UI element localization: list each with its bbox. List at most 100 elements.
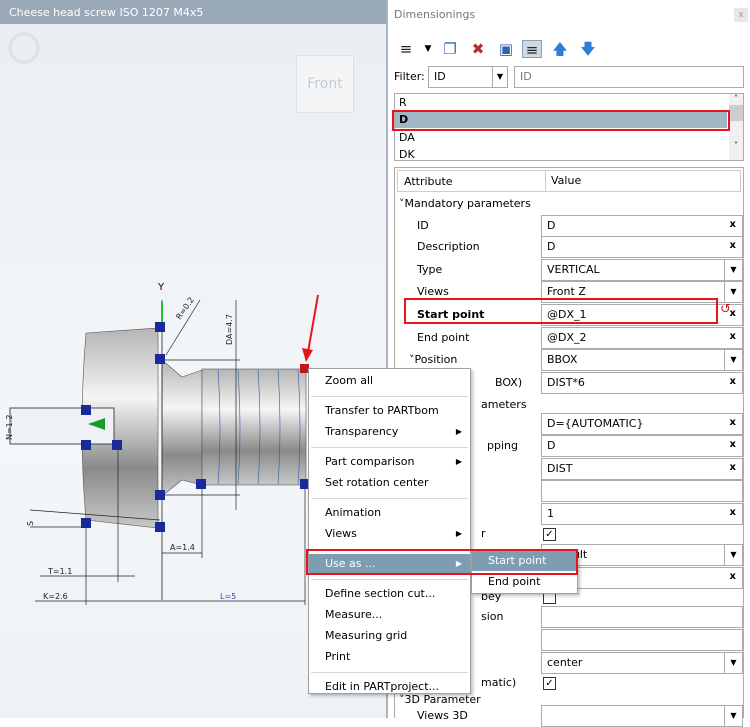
value-text: DIST: [547, 462, 573, 475]
svg-text:T=1.1: T=1.1: [47, 567, 72, 576]
value-input[interactable]: @DX_1 x: [541, 304, 743, 326]
value-text: 1: [547, 507, 554, 520]
chevron-down-icon[interactable]: ▼: [724, 282, 742, 302]
menu-item[interactable]: Define section cut...: [309, 584, 470, 604]
value-text: D: [547, 240, 556, 253]
value-text: VERTICAL: [547, 263, 600, 276]
attribute-label: ˅Mandatory parameters: [399, 197, 531, 210]
svg-text:N=1.2: N=1.2: [5, 415, 14, 440]
value-text: Front Z: [547, 285, 586, 298]
value-input[interactable]: DIST x: [541, 458, 743, 480]
selected-point: [300, 364, 309, 373]
menu-item[interactable]: Print: [309, 647, 470, 667]
clear-icon[interactable]: x: [729, 308, 736, 319]
clear-icon[interactable]: x: [729, 462, 736, 473]
attribute-label: ˅Position: [409, 353, 458, 366]
chevron-down-icon[interactable]: ▼: [724, 545, 742, 565]
clear-icon[interactable]: x: [729, 507, 736, 518]
screw-neck: [161, 359, 203, 497]
arrow-up-icon[interactable]: 🡅: [552, 40, 568, 58]
menu-separator: [311, 672, 468, 673]
attribute-label: matic): [481, 676, 517, 689]
filter-input[interactable]: ID: [514, 66, 744, 88]
chevron-down-icon[interactable]: ▼: [724, 350, 742, 370]
chevron-down-icon[interactable]: ▼: [492, 67, 507, 87]
submenu-item[interactable]: End point: [488, 575, 541, 588]
close-button[interactable]: x: [734, 8, 748, 22]
clear-icon[interactable]: x: [729, 417, 736, 428]
menu-item-label: Animation: [325, 506, 382, 519]
menu-item[interactable]: Views ▶: [309, 524, 470, 544]
3d-viewport[interactable]: Cheese head screw ISO 1207 M4x5 Front Y …: [0, 0, 386, 718]
filter-field-select[interactable]: ID ▼: [428, 66, 508, 88]
menu-item-label: Transfer to PARTbom: [325, 404, 439, 417]
menu-item-label: Measure...: [325, 608, 383, 621]
menu-item[interactable]: Measuring grid: [309, 626, 470, 646]
value-input[interactable]: DIST*6 x: [541, 372, 743, 394]
arrow-down-icon[interactable]: 🡇: [580, 40, 596, 58]
value-select[interactable]: center ▼: [541, 652, 743, 674]
checkbox[interactable]: ✓: [543, 677, 556, 690]
value-select[interactable]: BBOX ▼: [541, 349, 743, 371]
viewport-title: Cheese head screw ISO 1207 M4x5: [0, 0, 386, 24]
menu-item[interactable]: Set rotation center: [309, 473, 470, 493]
value-input[interactable]: @DX_2 x: [541, 327, 743, 349]
chevron-down-icon[interactable]: ▼: [724, 260, 742, 280]
clear-icon[interactable]: x: [729, 439, 736, 450]
view-cube[interactable]: Front: [296, 55, 354, 113]
list-item[interactable]: R: [399, 96, 407, 109]
delete-icon[interactable]: ✖: [471, 40, 485, 58]
value-input[interactable]: x: [541, 567, 743, 589]
use-as-submenu: Start point End point: [471, 549, 578, 594]
menu-item[interactable]: Zoom all: [309, 371, 470, 391]
value-select[interactable]: ▼: [541, 705, 743, 727]
dimension-list: R D DA DK ˄ ˅: [394, 93, 744, 161]
menu-item[interactable]: Part comparison ▶: [309, 452, 470, 472]
attribute-label: BOX): [495, 376, 523, 389]
filter-field-value: ID: [434, 70, 446, 83]
list-item[interactable]: DK: [399, 148, 415, 161]
chevron-down-icon[interactable]: ▼: [724, 706, 742, 726]
value-select[interactable]: Front Z ▼: [541, 281, 743, 303]
value-input[interactable]: [541, 480, 743, 502]
list-view-icon[interactable]: ≡: [522, 40, 542, 59]
menu-item[interactable]: Transparency ▶: [309, 422, 470, 442]
copy-icon[interactable]: ❐: [443, 40, 457, 58]
value-input[interactable]: D={AUTOMATIC} x: [541, 413, 743, 435]
list-item-selected[interactable]: D: [395, 111, 727, 128]
attribute-label: Views: [417, 285, 449, 298]
checkbox[interactable]: ✓: [543, 528, 556, 541]
clear-icon[interactable]: x: [729, 331, 736, 342]
list-item[interactable]: DA: [399, 131, 415, 144]
menu-item[interactable]: Measure...: [309, 605, 470, 625]
clear-icon[interactable]: x: [729, 240, 736, 251]
list-scrollbar[interactable]: ˄ ˅: [729, 94, 743, 160]
value-input[interactable]: [541, 606, 743, 628]
attribute-label: r: [481, 527, 486, 540]
chevron-down-icon[interactable]: ▼: [724, 653, 742, 673]
menu-item[interactable]: Edit in PARTproject...: [309, 677, 470, 697]
menu-item[interactable]: Use as ... ▶: [309, 554, 470, 574]
attribute-table: Attribute Value ˅Mandatory parameters ID D…: [394, 167, 744, 727]
value-select[interactable]: VERTICAL ▼: [541, 259, 743, 281]
rotate-icon[interactable]: [8, 32, 40, 64]
clear-icon[interactable]: x: [729, 571, 736, 582]
clear-icon[interactable]: x: [729, 219, 736, 230]
save-icon[interactable]: ▣: [498, 40, 514, 58]
add-list-icon[interactable]: ≡: [399, 40, 413, 58]
screw-drawing[interactable]: Y R=0.2 DA=4.7 N=1.2 S A=1.4 T=1.1 K=2.6 L=5: [0, 270, 386, 610]
table-header: Attribute Value: [397, 170, 741, 192]
menu-item[interactable]: Transfer to PARTbom: [309, 401, 470, 421]
submenu-item[interactable]: Start point: [472, 551, 577, 571]
value-input[interactable]: [541, 629, 743, 651]
menu-item-label: Edit in PARTproject...: [325, 680, 440, 693]
reset-icon[interactable]: ↺: [720, 302, 731, 317]
dropdown-icon[interactable]: ▼: [424, 44, 432, 54]
clear-icon[interactable]: x: [729, 376, 736, 387]
menu-item[interactable]: Animation: [309, 503, 470, 523]
menu-item-label: Measuring grid: [325, 629, 408, 642]
